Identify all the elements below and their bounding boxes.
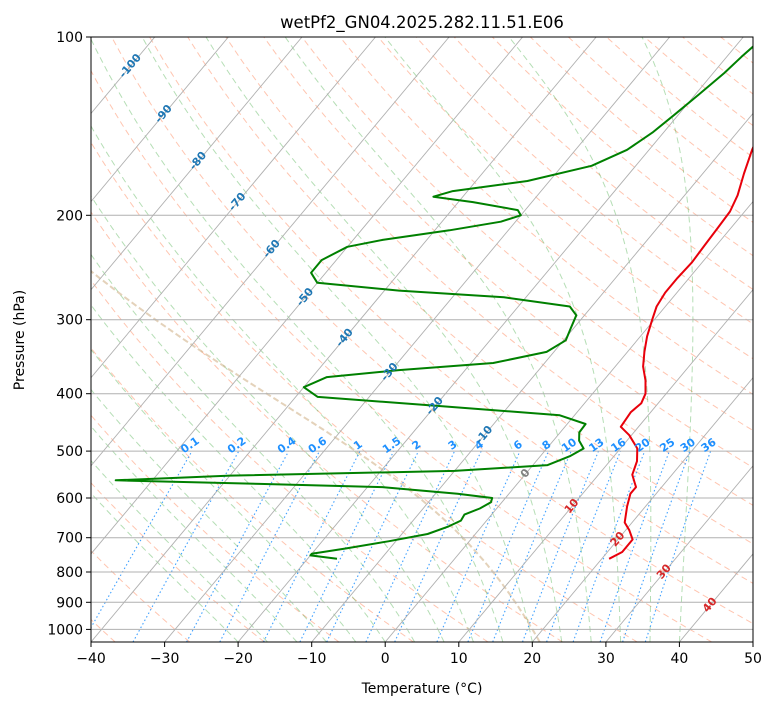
dry-adiabat xyxy=(91,279,489,642)
dry-adiabat xyxy=(111,37,753,625)
moist-adiabat xyxy=(508,37,652,642)
moist-adiabat xyxy=(384,37,622,642)
isotherm-line xyxy=(311,112,753,642)
y-tick-label: 100 xyxy=(56,30,83,46)
isotherm-line xyxy=(91,37,229,203)
moist-adiabat xyxy=(91,348,357,642)
dry-adiabat xyxy=(91,141,638,642)
isotherm-line xyxy=(91,37,450,467)
isotherm-line xyxy=(91,37,376,379)
y-axis: 100 200 300 400 500 600 700 800 900 1000 xyxy=(47,30,91,638)
x-tick-label: 20 xyxy=(523,651,541,667)
x-tick-label: 10 xyxy=(450,651,468,667)
isotherm-line xyxy=(384,200,753,642)
x-tick-label: −20 xyxy=(223,651,253,667)
isotherm-line xyxy=(91,37,523,555)
temperature-line xyxy=(608,145,753,560)
isotherm-line xyxy=(605,465,753,642)
y-tick-label: 800 xyxy=(56,565,83,581)
plot-frame xyxy=(90,36,754,643)
x-tick-label: 40 xyxy=(670,651,688,667)
x-tick-label: −40 xyxy=(76,651,106,667)
y-tick-label: 400 xyxy=(56,387,83,403)
dry-adiabat xyxy=(187,37,753,545)
x-tick-label: 0 xyxy=(381,651,390,667)
moist-adiabat xyxy=(284,37,592,642)
x-tick-label: −30 xyxy=(150,651,180,667)
mixing-ratio-line xyxy=(622,450,691,642)
isotherm-line xyxy=(91,37,303,291)
chart-title: wetPf2_GN04.2025.282.11.51.E06 xyxy=(280,13,564,33)
y-axis-label: Pressure (hPa) xyxy=(12,290,28,390)
dry-adiabat xyxy=(149,37,753,584)
isotherm-line xyxy=(164,37,671,642)
y-tick-label: 900 xyxy=(56,595,83,611)
grid-lines xyxy=(91,37,753,642)
mixing-ratio-line xyxy=(132,450,240,642)
moist-adiabat xyxy=(91,253,416,642)
isotherm-line xyxy=(237,37,744,642)
y-tick-label: 200 xyxy=(56,208,83,224)
parcel-guide xyxy=(91,269,541,642)
x-tick-label: 30 xyxy=(597,651,615,667)
dry-adiabat xyxy=(415,37,753,325)
dry-adiabat xyxy=(91,347,414,642)
moist-adiabat xyxy=(91,125,474,642)
y-tick-label: 300 xyxy=(56,313,83,329)
x-axis-label: Temperature (°C) xyxy=(361,681,483,697)
y-tick-label: 500 xyxy=(56,444,83,460)
isotherm-line xyxy=(531,376,753,642)
dry-adiabat xyxy=(91,550,191,642)
moist-adiabat xyxy=(205,37,563,642)
isotherm-line xyxy=(458,288,753,642)
moist-adiabat xyxy=(91,388,327,642)
moist-adiabat xyxy=(141,37,533,642)
plot-area xyxy=(91,37,753,642)
x-axis: −40 −30 −20 −10 0 10 20 30 40 50 xyxy=(76,642,762,667)
dewpoint-line xyxy=(114,45,753,560)
moist-adiabat xyxy=(641,37,694,642)
mixing-ratio-line xyxy=(326,450,419,642)
dry-adiabat xyxy=(453,37,753,291)
mixing-ratio-line xyxy=(186,450,290,642)
y-tick-label: 600 xyxy=(56,491,83,507)
dry-adiabat xyxy=(377,37,753,360)
x-tick-label: −10 xyxy=(297,651,327,667)
moist-adiabat xyxy=(91,304,386,642)
y-tick-label: 1000 xyxy=(47,622,83,638)
sounding-traces xyxy=(114,45,753,560)
moist-adiabat xyxy=(91,38,504,642)
mixing-ratio-line xyxy=(299,450,395,642)
dry-adiabat xyxy=(91,69,713,642)
isotherm-line xyxy=(91,37,597,642)
x-tick-label: 50 xyxy=(744,651,762,667)
y-tick-label: 700 xyxy=(56,531,83,547)
mixing-ratio-line xyxy=(644,450,712,642)
